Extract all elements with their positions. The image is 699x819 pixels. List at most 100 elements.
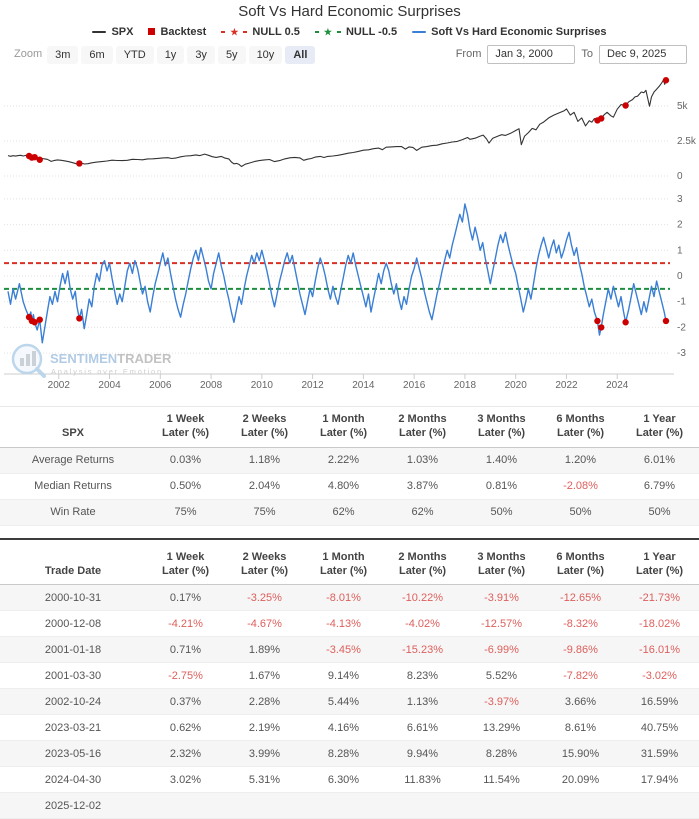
- zoom-button-ytd[interactable]: YTD: [115, 45, 154, 64]
- value-cell: 4.80%: [304, 473, 383, 500]
- indicator-y-axis-label: -3: [677, 348, 686, 359]
- value-cell: -3.97%: [462, 688, 541, 716]
- value-cell: 50%: [541, 499, 620, 526]
- value-cell: 5.44%: [304, 688, 383, 716]
- backtest-signal-dot-indicator: [662, 317, 670, 325]
- value-cell: 5.31%: [225, 766, 304, 794]
- price-y-axis-label: 5k: [677, 101, 689, 112]
- trade-row-2001-01-18: 2001-01-18 0.71% 1.89% -3.45% -15.23% -6.99% -…: [0, 636, 699, 664]
- value-cell: -4.67%: [225, 610, 304, 638]
- summary-header-row: SPX 1 Week Later (%) 2 Weeks Later (%) 1 Mo…: [0, 406, 699, 448]
- legend-item-backtest[interactable]: Backtest: [148, 26, 206, 38]
- row-label-cell: 2001-03-30: [0, 662, 146, 690]
- value-cell: 2.22%: [304, 447, 383, 474]
- value-cell: 9.94%: [383, 740, 462, 768]
- value-cell: -6.99%: [462, 636, 541, 664]
- price-and-indicator-chart[interactable]: 2002 2004 2006 2008 2010 2012 2014 2016 2018 2020…: [0, 66, 699, 398]
- value-cell: [383, 792, 462, 819]
- value-cell: -8.01%: [304, 584, 383, 612]
- row-label-cell: 2002-10-24: [0, 688, 146, 716]
- zoom-button-all[interactable]: All: [285, 45, 316, 64]
- value-cell: 2.04%: [225, 473, 304, 500]
- summary-row-win-rate: Win Rate 75% 75% 62% 62% 50% 50% 50%: [0, 499, 699, 526]
- legend-line-marker-icon: [92, 30, 107, 33]
- zoom-button-3y[interactable]: 3y: [187, 45, 215, 64]
- zoom-button-6m[interactable]: 6m: [81, 45, 113, 64]
- value-cell: -16.01%: [620, 636, 699, 664]
- zoom-button-group: Zoom 3m 6m YTD 1y 3y 5y 10y All: [14, 45, 318, 64]
- value-cell: 2.19%: [225, 714, 304, 742]
- x-axis-label: 2014: [352, 380, 375, 391]
- column-header: 1 Month Later (%): [304, 538, 383, 586]
- legend-item-null-0-5[interactable]: ★ NULL -0.5: [314, 25, 398, 38]
- summary-row-median-returns: Median Returns 0.50% 2.04% 4.80% 3.87% 0.81% -…: [0, 473, 699, 500]
- value-cell: 1.18%: [225, 447, 304, 474]
- legend-star-marker-icon: ★: [230, 26, 239, 37]
- row-label-cell: 2025-12-02: [0, 792, 146, 819]
- chart-legend: SPX Backtest ★ NULL 0.5 ★ NULL -0.5 Soft Vs Ha…: [0, 25, 699, 38]
- legend-star-marker-icon: ★: [323, 26, 332, 37]
- zoom-button-1y[interactable]: 1y: [156, 45, 185, 64]
- value-cell: 0.50%: [146, 473, 225, 500]
- legend-line-marker-icon: [412, 30, 427, 33]
- backtest-signal-dot-indicator: [598, 324, 605, 331]
- legend-item-soft-vs-hard-economic-surprises[interactable]: Soft Vs Hard Economic Surprises: [412, 26, 607, 38]
- column-header: 2 Weeks Later (%): [225, 538, 304, 586]
- value-cell: -8.32%: [541, 610, 620, 638]
- value-cell: 31.59%: [620, 740, 699, 768]
- legend-square-marker-icon: [148, 28, 156, 35]
- trade-row-2025-12-02: 2025-12-02: [0, 792, 699, 819]
- column-header: Trade Date: [0, 538, 146, 586]
- legend-item-spx[interactable]: SPX: [92, 26, 133, 38]
- backtest-signal-dot-price: [598, 115, 605, 122]
- value-cell: 8.28%: [462, 740, 541, 768]
- x-axis-label: 2002: [48, 380, 71, 391]
- column-header: 3 Months Later (%): [462, 406, 541, 448]
- price-y-axis-label: 0: [677, 171, 683, 182]
- value-cell: -18.02%: [620, 610, 699, 638]
- value-cell: 8.28%: [304, 740, 383, 768]
- value-cell: -3.45%: [304, 636, 383, 664]
- from-date-input[interactable]: [487, 44, 576, 64]
- from-label: From: [455, 48, 482, 60]
- x-axis-label: 2012: [301, 380, 324, 391]
- backtest-signal-dot-indicator: [36, 316, 43, 323]
- value-cell: -3.25%: [225, 584, 304, 612]
- indicator-y-axis-label: 2: [677, 220, 683, 231]
- legend-item-label: NULL -0.5: [345, 25, 398, 38]
- value-cell: 15.90%: [541, 740, 620, 768]
- trade-row-2024-04-30: 2024-04-30 3.02% 5.31% 6.30% 11.83% 11.54% 20.…: [0, 766, 699, 794]
- indicator-line: [7, 203, 667, 344]
- column-header: SPX: [0, 406, 146, 448]
- backtest-signal-dot-indicator: [622, 319, 629, 326]
- value-cell: -4.02%: [383, 610, 462, 638]
- value-cell: 1.67%: [225, 662, 304, 690]
- legend-item-label: Backtest: [160, 25, 207, 38]
- column-header: 1 Week Later (%): [146, 406, 225, 448]
- legend-item-label: SPX: [111, 25, 134, 38]
- zoom-button-3m[interactable]: 3m: [47, 45, 79, 64]
- value-cell: 3.87%: [383, 473, 462, 500]
- x-axis-label: 2016: [403, 380, 426, 391]
- value-cell: [225, 792, 304, 819]
- row-label-cell: 2024-04-30: [0, 766, 146, 794]
- trade-row-2023-05-16: 2023-05-16 2.32% 3.99% 8.28% 9.94% 8.28% 15.90…: [0, 740, 699, 768]
- value-cell: [146, 792, 225, 819]
- legend-dash-marker-icon: [243, 30, 248, 33]
- indicator-y-axis-label: 3: [677, 194, 683, 205]
- value-cell: -3.91%: [462, 584, 541, 612]
- indicator-y-axis-label: 0: [677, 271, 683, 282]
- trades-table: Trade Date 1 Week Later (%) 2 Weeks Later …: [0, 537, 699, 819]
- legend-item-null-0-5[interactable]: ★ NULL 0.5: [221, 26, 300, 38]
- zoom-button-5y[interactable]: 5y: [217, 45, 246, 64]
- x-axis-label: 2006: [149, 380, 172, 391]
- backtest-signal-dot-price: [31, 153, 38, 161]
- value-cell: 62%: [304, 499, 383, 526]
- to-date-input[interactable]: [599, 44, 687, 64]
- value-cell: 62%: [383, 499, 462, 526]
- zoom-button-10y[interactable]: 10y: [248, 45, 283, 64]
- zoom-label: Zoom: [14, 48, 43, 60]
- row-label-cell: 2023-05-16: [0, 740, 146, 768]
- chart-title: Soft Vs Hard Economic Surprises: [238, 3, 461, 20]
